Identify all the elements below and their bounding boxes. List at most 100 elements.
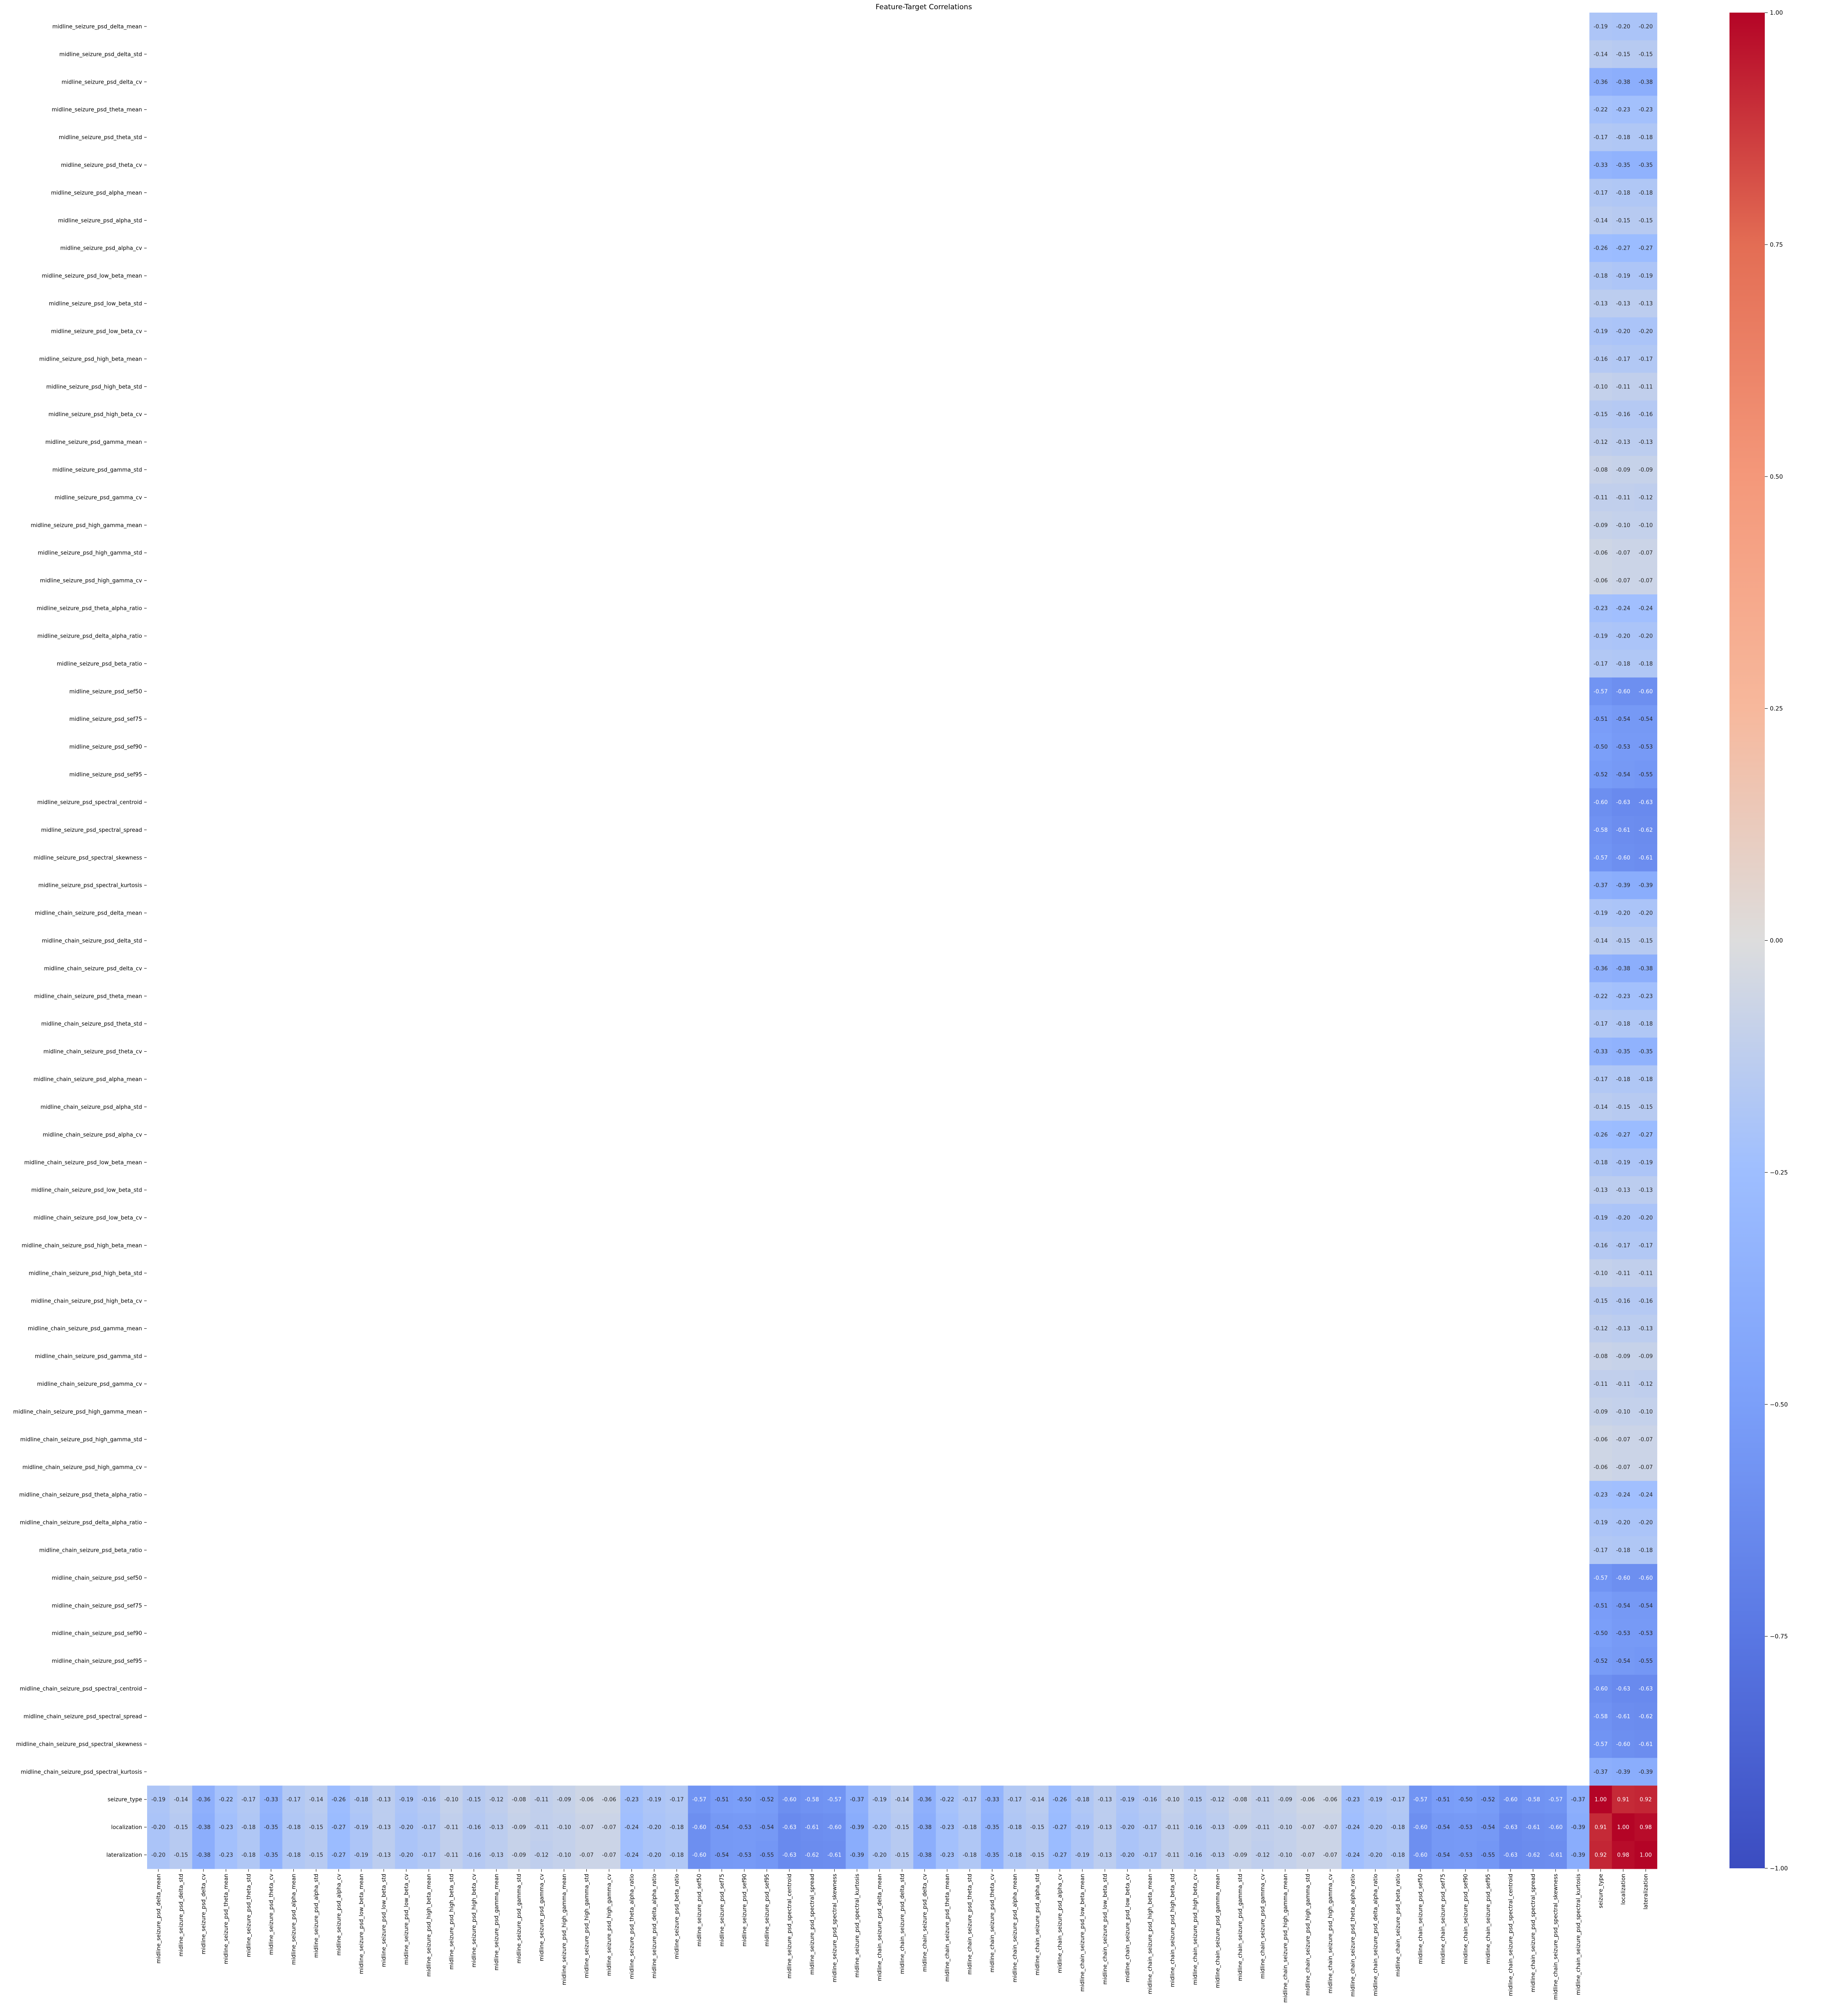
cell-value-label: -0.51: [1594, 1603, 1608, 1609]
heatmap-cell: [1634, 816, 1658, 844]
heatmap-cell: [1634, 400, 1658, 429]
column-tick-label: midline_seizure_psd_delta_std: [178, 1874, 185, 1957]
cell-value-label: -0.07: [1639, 578, 1653, 584]
cell-value-label: -0.24: [1616, 606, 1630, 612]
row-tick-label: midline_chain_seizure_psd_theta_std: [41, 1021, 142, 1027]
heatmap-cell: [1612, 290, 1635, 318]
cell-value-label: -0.26: [1594, 245, 1608, 252]
heatmap-cell: [1094, 1813, 1117, 1841]
column-tick-label: midline_chain_seizure_psd_theta_std: [967, 1874, 973, 1975]
heatmap-cell: [282, 1841, 305, 1869]
cell-value-label: -0.17: [422, 1852, 436, 1859]
row-tick-label: midline_seizure_psd_low_beta_cv: [51, 328, 142, 335]
column-tick-label: midline_seizure_psd_delta_cv: [201, 1874, 207, 1954]
cell-value-label: -0.16: [1143, 1797, 1157, 1803]
cell-value-label: -0.60: [828, 1825, 842, 1831]
heatmap-cell: [1274, 1841, 1297, 1869]
heatmap-cell: [643, 1813, 666, 1841]
column-tick-label: midline_chain_seizure_psd_spectral_sprea…: [1530, 1874, 1537, 1992]
heatmap-cell: [1589, 677, 1612, 706]
column-tick-label: midline_seizure_psd_gamma_mean: [494, 1874, 500, 1970]
heatmap-cell: [800, 1841, 824, 1869]
cell-value-label: -0.18: [287, 1825, 301, 1831]
heatmap-cell: [665, 1841, 688, 1869]
heatmap-cell: [1521, 1841, 1545, 1869]
row-tick-label: midline_chain_seizure_psd_spectral_skewn…: [16, 1741, 142, 1748]
heatmap-cell: [1612, 705, 1635, 733]
heatmap-cell: [1364, 1841, 1387, 1869]
heatmap-cell: [1634, 1509, 1658, 1537]
cell-value-label: -0.54: [1616, 772, 1630, 778]
cell-value-label: -0.15: [895, 1852, 909, 1859]
heatmap-cell: [214, 1841, 238, 1869]
cell-value-label: -0.11: [1255, 1825, 1270, 1831]
heatmap-cell: [1589, 844, 1612, 872]
heatmap-cell: [350, 1786, 373, 1814]
cell-value-label: -0.24: [1639, 606, 1653, 612]
cell-value-label: -0.20: [1616, 910, 1630, 917]
cell-value-label: -0.07: [602, 1825, 616, 1831]
heatmap-cell: [1251, 1786, 1274, 1814]
row-tick-label: midline_chain_seizure_psd_theta_mean: [34, 993, 142, 1000]
cell-value-label: -0.11: [535, 1825, 549, 1831]
heatmap-cell: [1612, 1121, 1635, 1149]
cell-value-label: -0.33: [264, 1797, 278, 1803]
row-tick-label: midline_chain_seizure_psd_delta_mean: [35, 910, 142, 917]
cell-value-label: -0.26: [1053, 1797, 1067, 1803]
heatmap-cell: [1003, 1786, 1026, 1814]
heatmap-cell: [1274, 1813, 1297, 1841]
column-tick-label: midline_chain_seizure_psd_gamma_std: [1237, 1874, 1244, 1981]
cell-value-label: -0.11: [1255, 1797, 1270, 1803]
cell-value-label: -0.07: [1323, 1852, 1337, 1859]
cell-value-label: -0.54: [1436, 1852, 1450, 1859]
cell-value-label: -0.06: [580, 1797, 594, 1803]
heatmap-cell: [598, 1786, 621, 1814]
heatmap-cell: [1589, 1232, 1612, 1260]
heatmap-cell: [1364, 1813, 1387, 1841]
row-tick-label: midline_seizure_psd_spectral_kurtosis: [38, 883, 142, 889]
cell-value-label: -0.19: [1075, 1852, 1089, 1859]
cell-value-label: -0.09: [1233, 1825, 1247, 1831]
cell-value-label: -0.38: [1616, 79, 1630, 85]
cell-value-label: -0.13: [1616, 439, 1630, 446]
cell-value-label: -0.20: [1639, 633, 1653, 639]
cell-value-label: -0.10: [1594, 1270, 1608, 1277]
heatmap-cell: [1589, 1065, 1612, 1094]
cell-value-label: -0.18: [1639, 1548, 1653, 1554]
heatmap-cell: [643, 1786, 666, 1814]
cell-value-label: -0.17: [1008, 1797, 1022, 1803]
cell-value-label: -0.18: [1639, 661, 1653, 667]
cell-value-label: -0.19: [1616, 273, 1630, 280]
cell-value-label: -0.54: [714, 1825, 729, 1831]
heatmap-cell: [1589, 372, 1612, 401]
cell-value-label: -0.61: [1616, 827, 1630, 833]
heatmap-cell: [1612, 1509, 1635, 1537]
cell-value-label: -0.20: [647, 1852, 662, 1859]
cell-value-label: -0.36: [1594, 965, 1608, 972]
heatmap-cell: [1634, 899, 1658, 927]
cell-value-label: -0.18: [287, 1852, 301, 1859]
heatmap-cell: [282, 1813, 305, 1841]
heatmap-cell: [1139, 1813, 1162, 1841]
heatmap-cell: [755, 1786, 778, 1814]
row-tick-label: midline_seizure_psd_sef75: [69, 716, 142, 723]
cell-value-label: -0.17: [962, 1797, 977, 1803]
cell-value-label: -0.27: [1053, 1825, 1067, 1831]
cell-value-label: -0.18: [1616, 1021, 1630, 1027]
cell-value-label: -0.20: [1639, 910, 1653, 917]
cell-value-label: -0.10: [1639, 522, 1653, 529]
cell-value-label: -0.13: [1098, 1797, 1112, 1803]
cell-value-label: -0.36: [1594, 79, 1608, 85]
heatmap-cell: [1589, 1204, 1612, 1232]
cell-value-label: -0.15: [174, 1825, 188, 1831]
cell-value-label: -0.13: [1616, 301, 1630, 307]
heatmap-cell: [1612, 1564, 1635, 1592]
column-tick-label: midline_seizure_psd_gamma_cv: [539, 1874, 545, 1961]
heatmap-cell: [214, 1813, 238, 1841]
cell-value-label: -0.24: [1639, 1492, 1653, 1498]
row-tick-label: midline_chain_seizure_psd_low_beta_std: [31, 1187, 142, 1194]
heatmap-cell: [1634, 123, 1658, 152]
column-tick-label: midline_seizure_psd_sef75: [719, 1874, 725, 1946]
cell-value-label: -0.52: [1481, 1797, 1495, 1803]
